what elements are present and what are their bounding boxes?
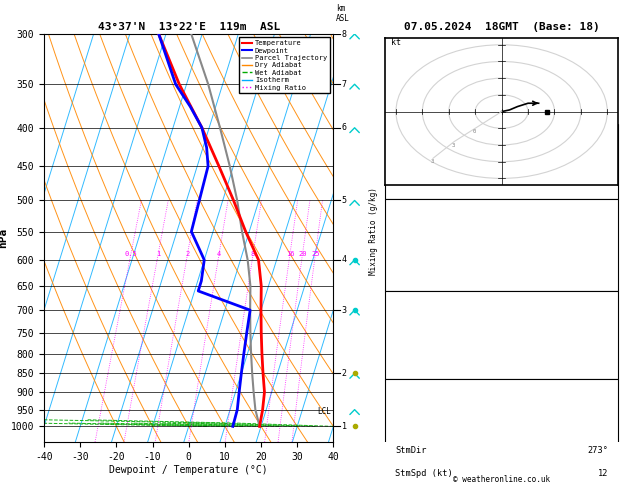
Text: Hodograph: Hodograph	[478, 381, 525, 390]
Text: 5: 5	[342, 196, 347, 205]
Text: 46: 46	[598, 424, 608, 433]
FancyBboxPatch shape	[386, 199, 618, 291]
Text: km
ASL: km ASL	[336, 3, 350, 23]
Text: 3: 3	[342, 306, 347, 314]
Text: 19.6: 19.6	[587, 222, 608, 230]
Legend: Temperature, Dewpoint, Parcel Trajectory, Dry Adiabat, Wet Adiabat, Isotherm, Mi: Temperature, Dewpoint, Parcel Trajectory…	[239, 37, 330, 93]
Text: 13: 13	[598, 403, 608, 412]
Text: 273°: 273°	[587, 446, 608, 455]
Text: K: K	[395, 146, 400, 155]
Text: 318: 318	[593, 266, 608, 276]
Text: 350: 350	[593, 312, 608, 320]
Text: 1.94: 1.94	[587, 191, 608, 200]
FancyBboxPatch shape	[386, 379, 618, 444]
Text: 13: 13	[598, 334, 608, 343]
Text: CIN (J): CIN (J)	[395, 334, 432, 343]
Text: © weatheronline.co.uk: © weatheronline.co.uk	[453, 474, 550, 484]
Text: 12.2: 12.2	[587, 244, 608, 253]
Text: CAPE (J): CAPE (J)	[395, 381, 437, 390]
Text: Most Unstable: Most Unstable	[467, 293, 536, 302]
Text: 2: 2	[342, 369, 347, 378]
X-axis label: Dewpoint / Temperature (°C): Dewpoint / Temperature (°C)	[109, 465, 268, 475]
Text: StmSpd (kt): StmSpd (kt)	[395, 469, 453, 478]
Text: 20: 20	[298, 251, 307, 258]
Text: CAPE (J): CAPE (J)	[395, 312, 437, 320]
Text: 1: 1	[156, 251, 160, 258]
Text: LCL: LCL	[318, 407, 331, 416]
Text: -1: -1	[598, 358, 608, 367]
Text: 49: 49	[598, 169, 608, 177]
Text: -1: -1	[598, 289, 608, 298]
FancyBboxPatch shape	[386, 124, 618, 199]
Text: Surface: Surface	[483, 201, 520, 210]
Text: Lifted Index: Lifted Index	[395, 358, 458, 367]
Text: Pressure (mb): Pressure (mb)	[395, 313, 464, 322]
Text: 318: 318	[593, 336, 608, 345]
Text: 18: 18	[598, 401, 608, 410]
Text: PW (cm): PW (cm)	[395, 191, 432, 200]
Text: 4: 4	[342, 256, 347, 264]
Text: StmDir: StmDir	[395, 446, 426, 455]
Text: 0.5: 0.5	[125, 251, 137, 258]
Text: θₑ(K): θₑ(K)	[395, 266, 421, 276]
FancyBboxPatch shape	[386, 291, 618, 379]
Text: θₑ (K): θₑ (K)	[395, 336, 426, 345]
Text: SREH: SREH	[395, 424, 416, 433]
Text: Mixing Ratio (g/kg): Mixing Ratio (g/kg)	[369, 188, 378, 276]
Text: 6: 6	[342, 123, 347, 132]
Text: 8: 8	[251, 251, 255, 258]
Text: 1000: 1000	[587, 313, 608, 322]
Text: 1: 1	[342, 422, 347, 431]
Text: 2: 2	[186, 251, 189, 258]
Text: 43°37'N  13°22'E  119m  ASL: 43°37'N 13°22'E 119m ASL	[97, 21, 280, 32]
Text: EH: EH	[395, 401, 406, 410]
Text: 16: 16	[286, 251, 294, 258]
Y-axis label: hPa: hPa	[0, 228, 8, 248]
Text: CIN (J): CIN (J)	[395, 403, 432, 412]
Text: 12: 12	[598, 469, 608, 478]
Text: 07.05.2024  18GMT  (Base: 18): 07.05.2024 18GMT (Base: 18)	[404, 21, 599, 32]
Text: Lifted Index: Lifted Index	[395, 289, 458, 298]
Text: Dewp (°C): Dewp (°C)	[395, 244, 442, 253]
Text: 4: 4	[217, 251, 221, 258]
Text: 27: 27	[598, 146, 608, 155]
Text: 7: 7	[342, 80, 347, 89]
Text: 350: 350	[593, 381, 608, 390]
Text: Temp (°C): Temp (°C)	[395, 222, 442, 230]
Text: 25: 25	[311, 251, 320, 258]
Text: 8: 8	[342, 30, 347, 38]
Text: Totals Totals: Totals Totals	[395, 169, 464, 177]
